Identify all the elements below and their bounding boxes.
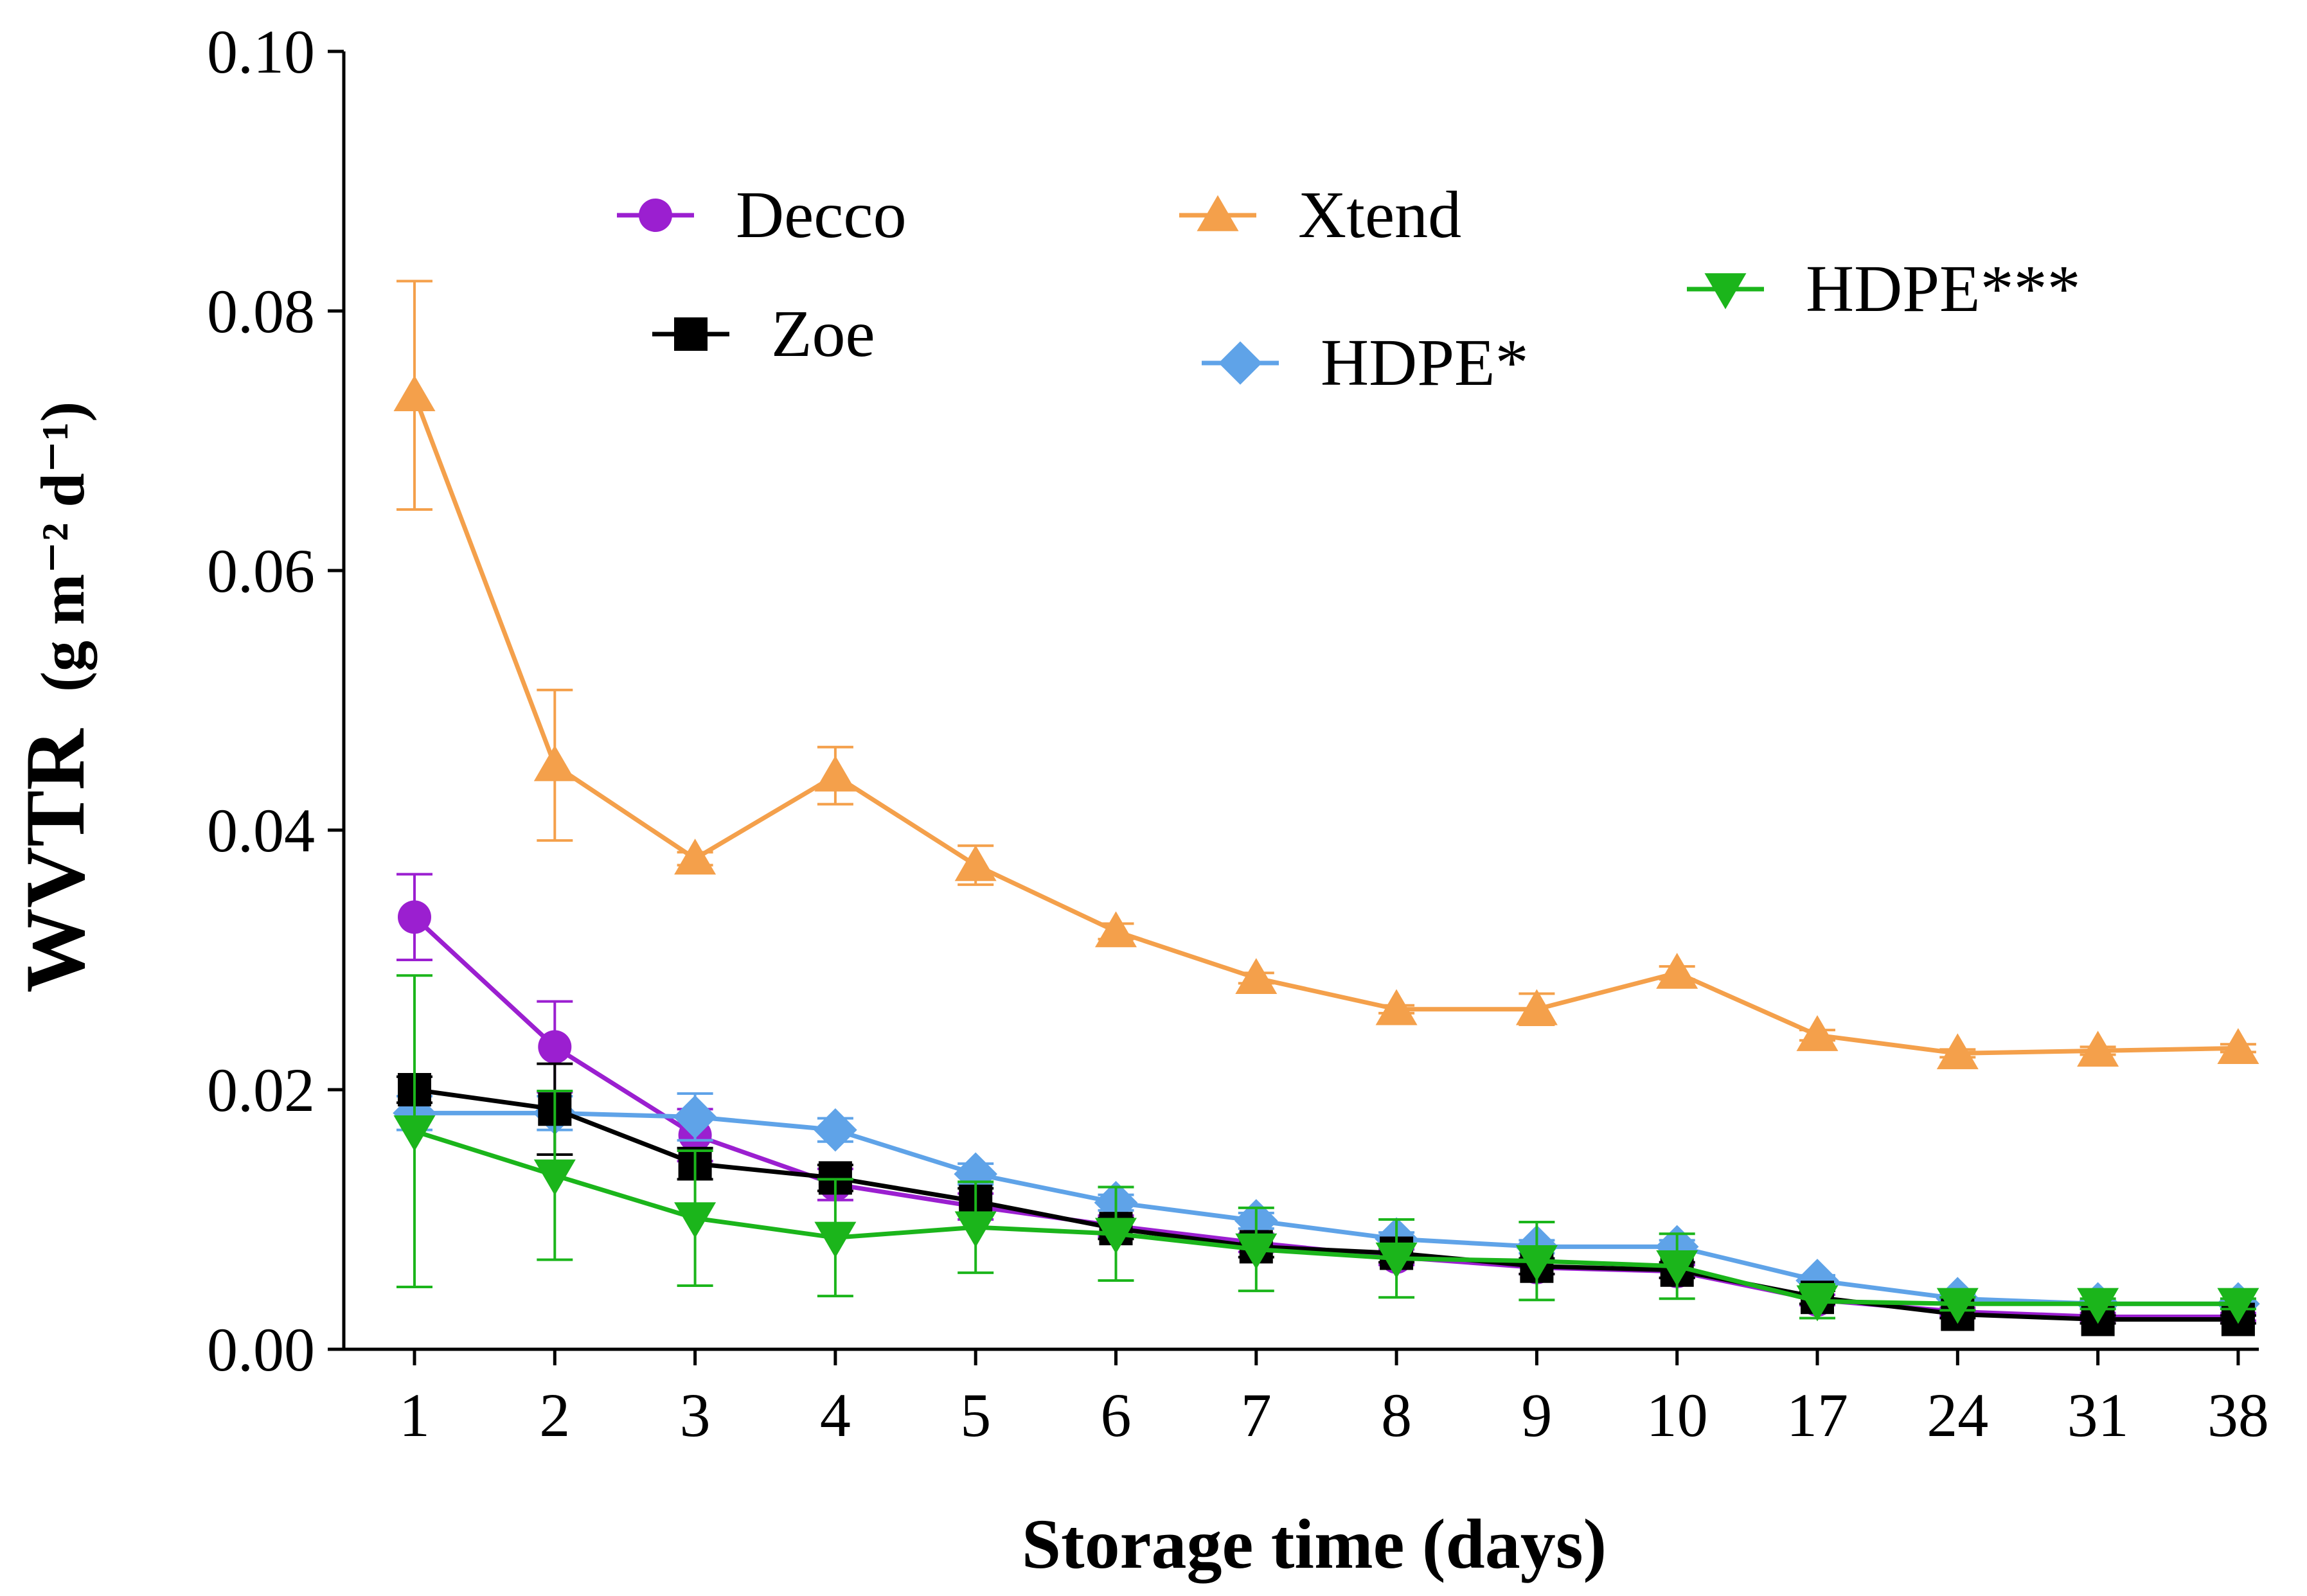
data-point: [673, 1095, 717, 1139]
data-point: [393, 1115, 436, 1151]
x-tick-label: 3: [680, 1381, 711, 1450]
legend-item: Decco: [617, 178, 907, 252]
data-point: [1235, 1233, 1278, 1270]
data-point: [1936, 1033, 1979, 1070]
data-point: [2217, 1028, 2259, 1065]
legend: Decco Xtend Zoe HDPE* HDPE***: [617, 178, 2081, 400]
x-tick-label: 38: [2207, 1381, 2269, 1450]
legend-label: Zoe: [771, 297, 875, 371]
y-tick-label: 0.08: [207, 277, 315, 346]
y-tick-label: 0.06: [207, 536, 315, 605]
series-zoe: [396, 1062, 2256, 1336]
legend-label: HDPE*: [1321, 326, 1529, 400]
x-tick-label: 2: [539, 1381, 570, 1450]
series-layer: [393, 279, 2260, 1336]
y-tick-label: 0.00: [207, 1315, 315, 1384]
y-tick-label: 0.02: [207, 1056, 315, 1124]
legend-marker: [1197, 195, 1239, 231]
series-line: [413, 1129, 2238, 1306]
x-tick-label: 8: [1381, 1381, 1412, 1450]
data-point: [2217, 1288, 2259, 1324]
data-point: [814, 1108, 857, 1152]
y-axis-title-unit: (g m⁻² d⁻¹): [28, 402, 97, 692]
data-point: [2077, 1031, 2119, 1067]
x-tick-label: 1: [399, 1381, 430, 1450]
data-point: [1375, 1242, 1418, 1279]
data-point: [674, 838, 717, 875]
data-point: [1095, 1218, 1137, 1254]
data-point: [1235, 958, 1278, 994]
y-axis-title-main: WVTR: [8, 728, 102, 993]
series-decco: [396, 873, 2256, 1334]
data-point: [1796, 1285, 1839, 1322]
data-point: [1656, 953, 1698, 989]
data-point: [398, 900, 431, 934]
data-point: [1796, 1015, 1839, 1051]
axes: [342, 51, 2259, 1351]
legend-item: Zoe: [652, 297, 875, 371]
y-tick-label: 0.10: [207, 17, 315, 86]
x-tick-label: 24: [1927, 1381, 1988, 1450]
series-hdpestar: [393, 1091, 2260, 1326]
x-ticks: 1 2 3 4 5 6 7 8 9 10 17 24 31 38: [399, 1349, 2269, 1450]
x-tick-label: 5: [960, 1381, 991, 1450]
x-tick-label: 9: [1521, 1381, 1552, 1450]
y-axis-title: WVTR (g m⁻² d⁻¹): [8, 402, 102, 993]
data-point: [954, 845, 997, 882]
legend-item: Xtend: [1179, 178, 1461, 252]
series-hdpestarstarstar: [393, 974, 2259, 1324]
legend-label: Xtend: [1298, 178, 1461, 252]
data-point: [1515, 1245, 1558, 1281]
data-point: [533, 1159, 576, 1196]
data-point: [814, 755, 857, 792]
data-point: [1095, 911, 1137, 948]
legend-marker: [1218, 341, 1262, 385]
legend-marker: [1704, 273, 1747, 310]
legend-item: HDPE***: [1687, 252, 2081, 326]
x-tick-label: 4: [820, 1381, 851, 1450]
data-point: [674, 1202, 717, 1239]
series-line: [414, 1087, 2238, 1322]
data-point: [533, 745, 576, 781]
data-point: [1656, 1250, 1698, 1286]
x-tick-label: 31: [2067, 1381, 2129, 1450]
x-tick-label: 6: [1101, 1381, 1132, 1450]
legend-label: Decco: [736, 178, 907, 252]
legend-marker: [674, 317, 708, 351]
data-point: [1375, 989, 1418, 1025]
legend-item: HDPE*: [1202, 326, 1529, 400]
data-point: [814, 1221, 857, 1258]
data-point: [954, 1211, 997, 1248]
data-point: [538, 1030, 572, 1064]
data-point: [1515, 989, 1558, 1025]
x-tick-label: 17: [1786, 1381, 1848, 1450]
series-line: [412, 395, 2238, 1056]
data-point: [393, 375, 436, 411]
series-line: [414, 1110, 2238, 1306]
y-tick-label: 0.04: [207, 796, 315, 865]
legend-marker: [639, 199, 672, 232]
y-ticks: 0.00 0.02 0.04 0.06 0.08 0.10: [207, 17, 344, 1384]
series-xtend: [393, 279, 2259, 1070]
data-point: [2077, 1288, 2119, 1324]
legend-label: HDPE***: [1806, 252, 2081, 326]
x-tick-label: 7: [1241, 1381, 1272, 1450]
x-axis-title: Storage time (days): [1022, 1505, 1607, 1583]
x-tick-label: 10: [1646, 1381, 1708, 1450]
data-point: [1936, 1288, 1979, 1324]
